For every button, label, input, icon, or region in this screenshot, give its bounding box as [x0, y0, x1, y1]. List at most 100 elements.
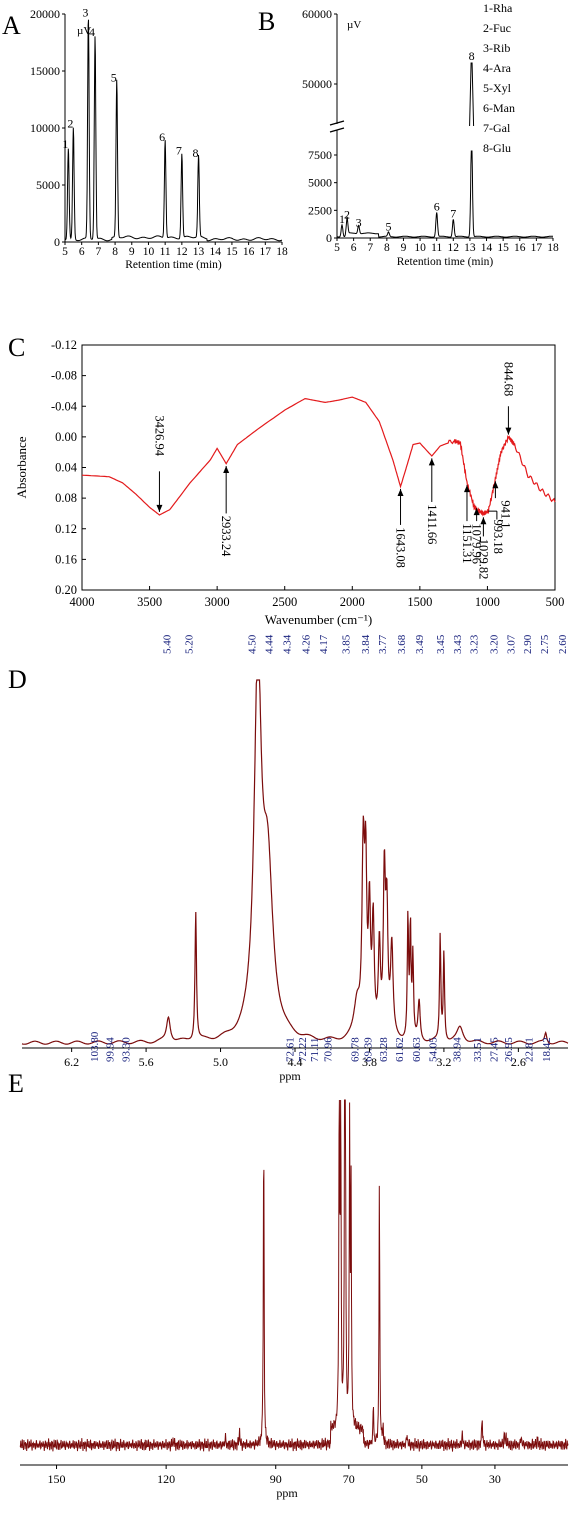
peak-annotation: 1411.66 [425, 504, 439, 544]
x-tick-label: 50 [416, 1472, 428, 1486]
peak-label: 33.51 [472, 1037, 484, 1062]
peak-label: 3.84 [360, 634, 372, 654]
x-tick-label: 3.2 [436, 1055, 451, 1069]
x-axis-label: Retention time (min) [397, 256, 494, 268]
x-tick-label: 2.6 [511, 1055, 526, 1069]
peak-annotation: 2933.24 [219, 516, 233, 557]
x-tick-label: 1500 [407, 595, 432, 609]
h-nmr-spectrum-d: 6.2 5.6 5.0 4.4 3.8 3.2 2.6 ppm 5.40 5.20 4.50 4.44… [21, 634, 569, 1083]
x-axis-label: Retention time (min) [125, 259, 222, 271]
y-tick-label: 0.00 [55, 430, 77, 444]
x-tick-label: 13 [193, 246, 205, 258]
peak-annotation: 844.68 [501, 362, 515, 396]
peak-label: 2.90 [522, 634, 534, 654]
y-axis-label: Absorbance [14, 436, 29, 498]
x-tick-label: 6 [79, 246, 85, 258]
peak-label-2: 2 [344, 207, 350, 221]
peak-label: 70.96 [323, 1037, 335, 1062]
peak-label-8: 8 [469, 49, 475, 63]
peak-label: 4.50 [246, 634, 258, 654]
x-tick-label: 8 [112, 246, 118, 258]
x-tick-label: 70 [343, 1472, 355, 1486]
peak-label: 4.26 [301, 634, 313, 654]
peak-label: 60.63 [411, 1037, 423, 1062]
peak-annotation: 3426.94 [152, 415, 166, 456]
x-tick-label: 9 [401, 242, 407, 254]
peak-label: 5.20 [183, 634, 195, 654]
peak-label-6: 6 [159, 130, 165, 144]
y-tick-label: 0.20 [55, 583, 77, 597]
peak-label-7: 7 [450, 206, 456, 220]
x-tick-label: 90 [270, 1472, 282, 1486]
x-tick-label: 16 [243, 246, 255, 258]
x-tick-label: 6.2 [64, 1055, 79, 1069]
panel-letter-e: E [8, 1069, 24, 1098]
legend-entry: 5-Xyl [483, 81, 512, 95]
peak-label-4: 4 [89, 25, 95, 39]
arrow-head [156, 504, 163, 512]
peak-label: 2.60 [557, 634, 569, 654]
y-tick-label: 0.12 [55, 522, 77, 536]
peak-annotation: 993.18 [491, 520, 505, 554]
y-tick-label: 0.08 [55, 491, 77, 505]
y-tick-label: 20000 [30, 7, 60, 21]
peak-label: 69.78 [349, 1037, 361, 1062]
x-axis-label: Wavenumber (cm⁻¹) [265, 612, 373, 627]
peak-annotation: 1151.31 [460, 523, 474, 563]
y-tick-label: 15000 [30, 64, 60, 78]
x-tick-label: 14 [209, 246, 221, 258]
x-tick-label: 17 [260, 246, 272, 258]
y-tick-label: -0.04 [51, 399, 78, 413]
arrow-head [397, 488, 404, 496]
legend-entry: 1-Rha [483, 1, 513, 15]
panel-letter-c: C [8, 333, 25, 362]
peak-label: 3.45 [435, 634, 447, 654]
peak-label: 22.81 [524, 1037, 536, 1062]
x-tick-label: 17 [531, 242, 543, 254]
arrow-head [463, 485, 470, 493]
x-tick-label: 1000 [475, 595, 500, 609]
peak-label: 27.45 [488, 1037, 500, 1062]
chromatogram-trace-lower [337, 150, 553, 238]
x-tick-label: 4.4 [288, 1055, 303, 1069]
x-tick-label: 3500 [137, 595, 162, 609]
peak-label: 3.85 [341, 634, 353, 654]
x-tick-label: 150 [48, 1472, 66, 1486]
ftir-spectrum-c: -0.12 -0.08 -0.04 0.00 0.04 0.08 0.12 0.16 0.204… [14, 338, 564, 627]
x-tick-label: 11 [431, 242, 442, 254]
axis-break-mark [329, 127, 345, 133]
peak-label: 93.30 [120, 1037, 132, 1062]
legend-entry: 3-Rib [483, 41, 510, 55]
y-tick-label: 10000 [30, 121, 60, 135]
x-tick-label: 120 [157, 1472, 175, 1486]
legend-entry: 6-Man [483, 101, 515, 115]
peak-label: 3.20 [488, 634, 500, 654]
peak-annotation: 1643.08 [394, 527, 408, 568]
y-tick-label: 0.04 [55, 461, 78, 475]
y-tick-label: 60000 [302, 7, 332, 21]
arrow-head [223, 465, 230, 473]
axis-break-mark [329, 120, 345, 126]
peak-label: 4.17 [318, 634, 330, 654]
x-tick-label: 15 [497, 242, 509, 254]
x-tick-label: 8 [384, 242, 390, 254]
x-tick-label: 5 [334, 242, 340, 254]
x-tick-label: 3.8 [362, 1055, 377, 1069]
x-tick-label: 13 [464, 242, 476, 254]
peak-label: 99.94 [104, 1037, 116, 1062]
peak-label: 63.28 [378, 1037, 390, 1062]
x-tick-label: 12 [448, 242, 460, 254]
peak-label-3: 3 [82, 6, 88, 20]
peak-label: 3.23 [468, 634, 480, 654]
peak-label: 61.62 [394, 1037, 406, 1062]
x-tick-label: 4000 [70, 595, 95, 609]
x-tick-label: 5.6 [139, 1055, 154, 1069]
panel-letter-d: D [8, 665, 27, 694]
legend-entry: 4-Ara [483, 61, 512, 75]
spectrum-line [81, 396, 556, 517]
x-tick-label: 2500 [272, 595, 297, 609]
peak-label: 38.94 [451, 1037, 463, 1062]
x-tick-label: 500 [546, 595, 565, 609]
